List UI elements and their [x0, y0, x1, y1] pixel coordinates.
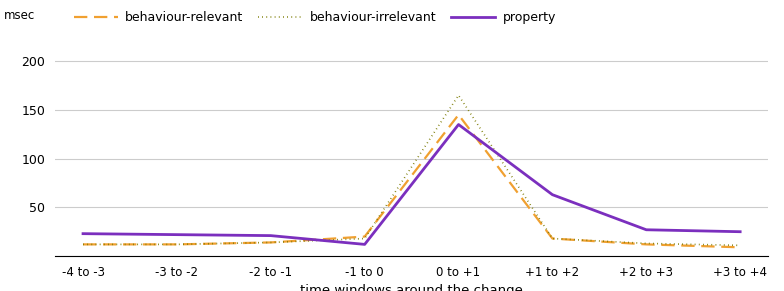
Text: msec: msec — [4, 9, 35, 22]
X-axis label: time windows around the change: time windows around the change — [300, 284, 523, 291]
Legend: behaviour-relevant, behaviour-irrelevant, property: behaviour-relevant, behaviour-irrelevant… — [69, 6, 561, 29]
